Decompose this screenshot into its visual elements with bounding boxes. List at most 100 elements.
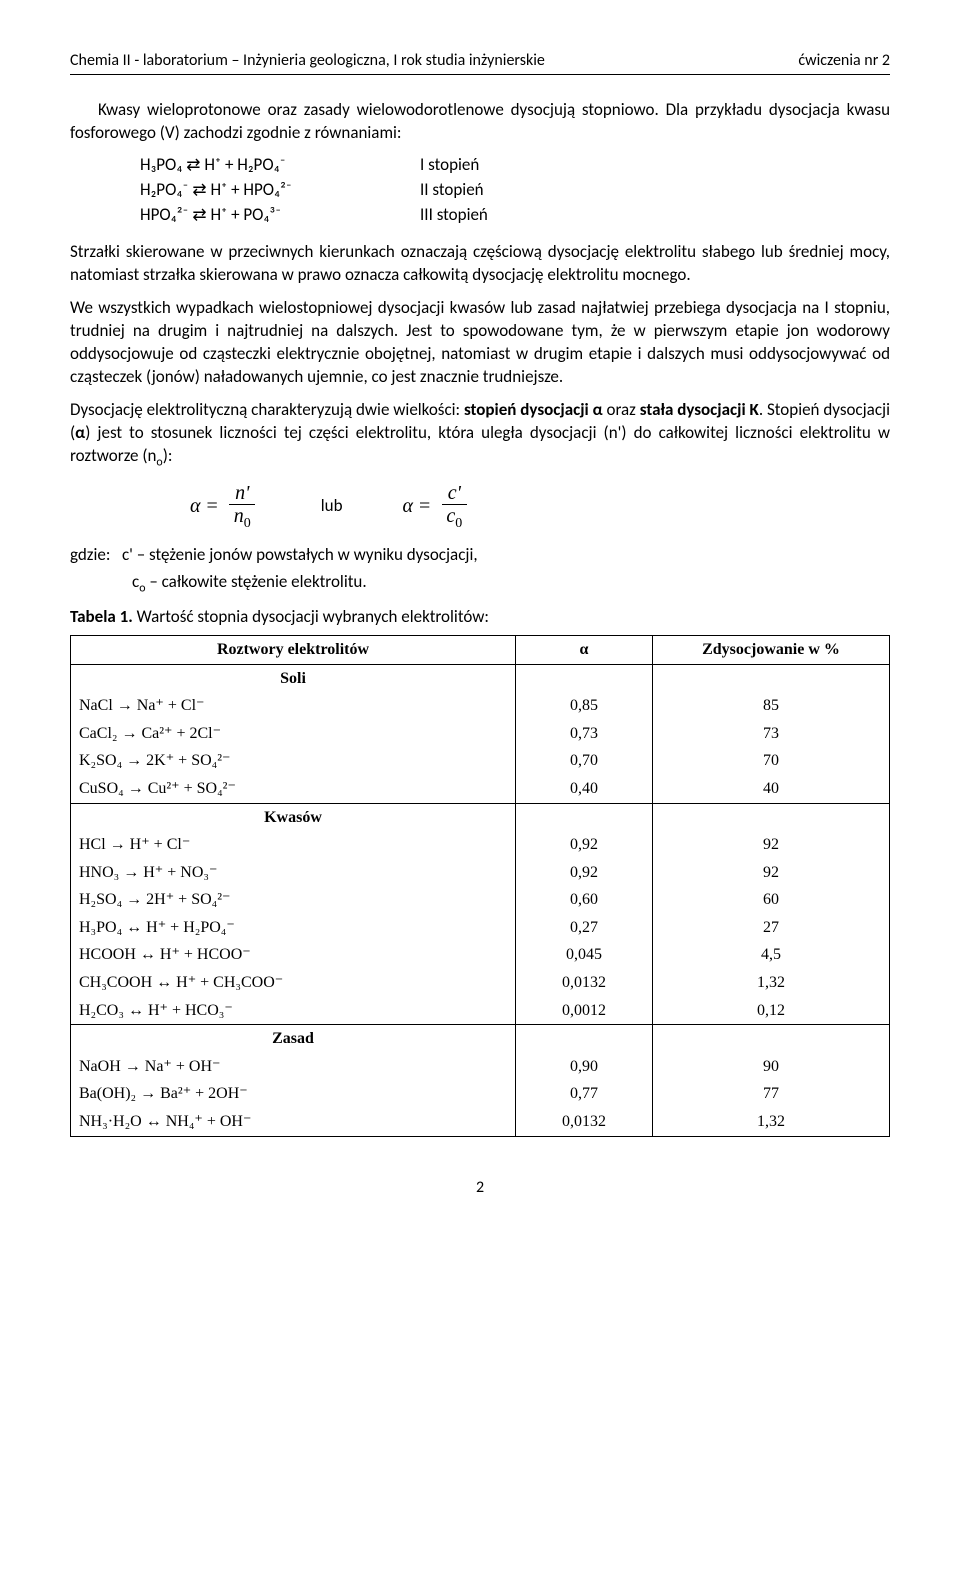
- alpha-cell: 0,0132: [516, 1108, 653, 1136]
- table-row: H₂SO₄ → 2H⁺ + SO₄²⁻0,6060: [71, 886, 890, 914]
- where-item: co – całkowite stężenie elektrolitu.: [132, 571, 367, 592]
- alpha-cell: 0,60: [516, 886, 653, 914]
- equals: =: [419, 493, 430, 520]
- text: ):: [163, 445, 173, 466]
- fraction-n: n' n0: [228, 482, 257, 531]
- reaction-cell: NaOH → Na⁺ + OH⁻: [71, 1053, 516, 1081]
- reaction-cell: HCl → H⁺ + Cl⁻: [71, 831, 516, 859]
- denominator: n0: [228, 505, 257, 531]
- alpha-cell: 0,0132: [516, 969, 653, 997]
- table-row: NH₃·H₂O ↔ NH₄⁺ + OH⁻0,01321,32: [71, 1108, 890, 1136]
- reaction-cell: Ba(OH)₂ → Ba²⁺ + 2OH⁻: [71, 1080, 516, 1108]
- table-row: CuSO₄ → Cu²⁺ + SO₄²⁻0,4040: [71, 775, 890, 803]
- formula-alpha: α = n' n0 lub α = c' c0: [190, 482, 890, 531]
- percent-cell: 73: [653, 720, 890, 748]
- alpha-cell: 0,73: [516, 720, 653, 748]
- term-k: stała dysocjacji K: [640, 399, 759, 420]
- equation-formula: HPO₄²⁻ ⇄ H⁺ + PO₄³⁻: [140, 204, 420, 227]
- percent-cell: 60: [653, 886, 890, 914]
- alpha-symbol: α: [75, 422, 85, 443]
- equation-stage: II stopień: [420, 179, 484, 202]
- alpha-cell: 0,92: [516, 859, 653, 887]
- reaction-cell: CaCl₂ → Ca²⁺ + 2Cl⁻: [71, 720, 516, 748]
- table-row: HCOOH ↔ H⁺ + HCOO⁻0,0454,5: [71, 941, 890, 969]
- table-row: H₃PO₄ ↔ H⁺ + H₂PO₄⁻0,2727: [71, 914, 890, 942]
- percent-cell: 1,32: [653, 969, 890, 997]
- percent-cell: 0,12: [653, 997, 890, 1025]
- numerator: c': [442, 482, 467, 505]
- percent-cell: 90: [653, 1053, 890, 1081]
- equation-row: HPO₄²⁻ ⇄ H⁺ + PO₄³⁻ III stopień: [140, 204, 890, 227]
- percent-cell: 92: [653, 859, 890, 887]
- equation-formula: H₂PO₄⁻ ⇄ H⁺ + HPO₄²⁻: [140, 179, 420, 202]
- table-row: HNO₃ → H⁺ + NO₃⁻0,9292: [71, 859, 890, 887]
- equation-row: H₃PO₄ ⇄ H⁺ + H₂PO₄⁻ I stopień: [140, 154, 890, 177]
- table-row: Ba(OH)₂ → Ba²⁺ + 2OH⁻0,7777: [71, 1080, 890, 1108]
- percent-cell: 85: [653, 692, 890, 720]
- col-header-alpha: α: [516, 635, 653, 664]
- equation-stage: III stopień: [420, 204, 488, 227]
- table-header-row: Roztwory elektrolitów α Zdysocjowanie w …: [71, 635, 890, 664]
- reaction-cell: K₂SO₄ → 2K⁺ + SO₄²⁻: [71, 747, 516, 775]
- paragraph-multistage: We wszystkich wypadkach wielostopniowej …: [70, 297, 890, 389]
- table-row: NaCl → Na⁺ + Cl⁻0,8585: [71, 692, 890, 720]
- alpha-cell: 0,85: [516, 692, 653, 720]
- reaction-cell: H₃PO₄ ↔ H⁺ + H₂PO₄⁻: [71, 914, 516, 942]
- text: ) jest to stosunek liczności tej części …: [70, 422, 890, 466]
- equation-row: H₂PO₄⁻ ⇄ H⁺ + HPO₄²⁻ II stopień: [140, 179, 890, 202]
- table-caption: Tabela 1. Wartość stopnia dysocjacji wyb…: [70, 606, 890, 629]
- table-desc: Wartość stopnia dysocjacji wybranych ele…: [133, 606, 489, 627]
- table-row: CH₃COOH ↔ H⁺ + CH₃COO⁻0,01321,32: [71, 969, 890, 997]
- dissociation-table: Roztwory elektrolitów α Zdysocjowanie w …: [70, 635, 890, 1137]
- alpha-cell: 0,92: [516, 831, 653, 859]
- denominator: c0: [440, 505, 468, 531]
- page-number: 2: [70, 1177, 890, 1199]
- alpha-cell: 0,0012: [516, 997, 653, 1025]
- text: Dysocjację elektrolityczną charakteryzuj…: [70, 399, 464, 420]
- alpha-cell: 0,70: [516, 747, 653, 775]
- or-text: lub: [321, 495, 343, 518]
- group-heading-bases: Zasad: [71, 1025, 516, 1053]
- col-header-percent: Zdysocjowanie w %: [653, 635, 890, 664]
- text: oraz: [603, 399, 640, 420]
- equation-formula: H₃PO₄ ⇄ H⁺ + H₂PO₄⁻: [140, 154, 420, 177]
- alpha-cell: 0,77: [516, 1080, 653, 1108]
- table-row: NaOH → Na⁺ + OH⁻0,9090: [71, 1053, 890, 1081]
- reaction-cell: HCOOH ↔ H⁺ + HCOO⁻: [71, 941, 516, 969]
- percent-cell: 92: [653, 831, 890, 859]
- header-right: ćwiczenia nr 2: [798, 50, 890, 72]
- equation-list: H₃PO₄ ⇄ H⁺ + H₂PO₄⁻ I stopień H₂PO₄⁻ ⇄ H…: [140, 154, 890, 227]
- reaction-cell: H₂CO₃ ↔ H⁺ + HCO₃⁻: [71, 997, 516, 1025]
- alpha-cell: 0,40: [516, 775, 653, 803]
- where-line-2: co – całkowite stężenie elektrolitu.: [132, 571, 890, 596]
- paragraph-intro: Kwasy wieloprotonowe oraz zasady wielowo…: [70, 99, 890, 145]
- reaction-cell: CuSO₄ → Cu²⁺ + SO₄²⁻: [71, 775, 516, 803]
- group-heading-acids: Kwasów: [71, 803, 516, 831]
- alpha-cell: 0,90: [516, 1053, 653, 1081]
- percent-cell: 40: [653, 775, 890, 803]
- header-left: Chemia II - laboratorium – Inżynieria ge…: [70, 50, 545, 72]
- fraction-c: c' c0: [440, 482, 468, 531]
- percent-cell: 4,5: [653, 941, 890, 969]
- reaction-cell: NH₃·H₂O ↔ NH₄⁺ + OH⁻: [71, 1108, 516, 1136]
- table-label: Tabela 1.: [70, 606, 133, 627]
- reaction-cell: HNO₃ → H⁺ + NO₃⁻: [71, 859, 516, 887]
- equals: =: [207, 493, 218, 520]
- reaction-cell: CH₃COOH ↔ H⁺ + CH₃COO⁻: [71, 969, 516, 997]
- alpha-cell: 0,045: [516, 941, 653, 969]
- reaction-cell: H₂SO₄ → 2H⁺ + SO₄²⁻: [71, 886, 516, 914]
- alpha-var: α: [190, 493, 201, 520]
- alpha-var: α: [403, 493, 414, 520]
- paragraph-arrows: Strzałki skierowane w przeciwnych kierun…: [70, 241, 890, 287]
- alpha-cell: 0,27: [516, 914, 653, 942]
- numerator: n': [229, 482, 255, 505]
- col-header-electrolytes: Roztwory elektrolitów: [71, 635, 516, 664]
- table-row: K₂SO₄ → 2K⁺ + SO₄²⁻0,7070: [71, 747, 890, 775]
- page-header: Chemia II - laboratorium – Inżynieria ge…: [70, 50, 890, 75]
- where-label: gdzie:: [70, 544, 110, 565]
- percent-cell: 27: [653, 914, 890, 942]
- table-row: CaCl₂ → Ca²⁺ + 2Cl⁻0,7373: [71, 720, 890, 748]
- group-heading-salts: Soli: [71, 664, 516, 692]
- percent-cell: 77: [653, 1080, 890, 1108]
- percent-cell: 70: [653, 747, 890, 775]
